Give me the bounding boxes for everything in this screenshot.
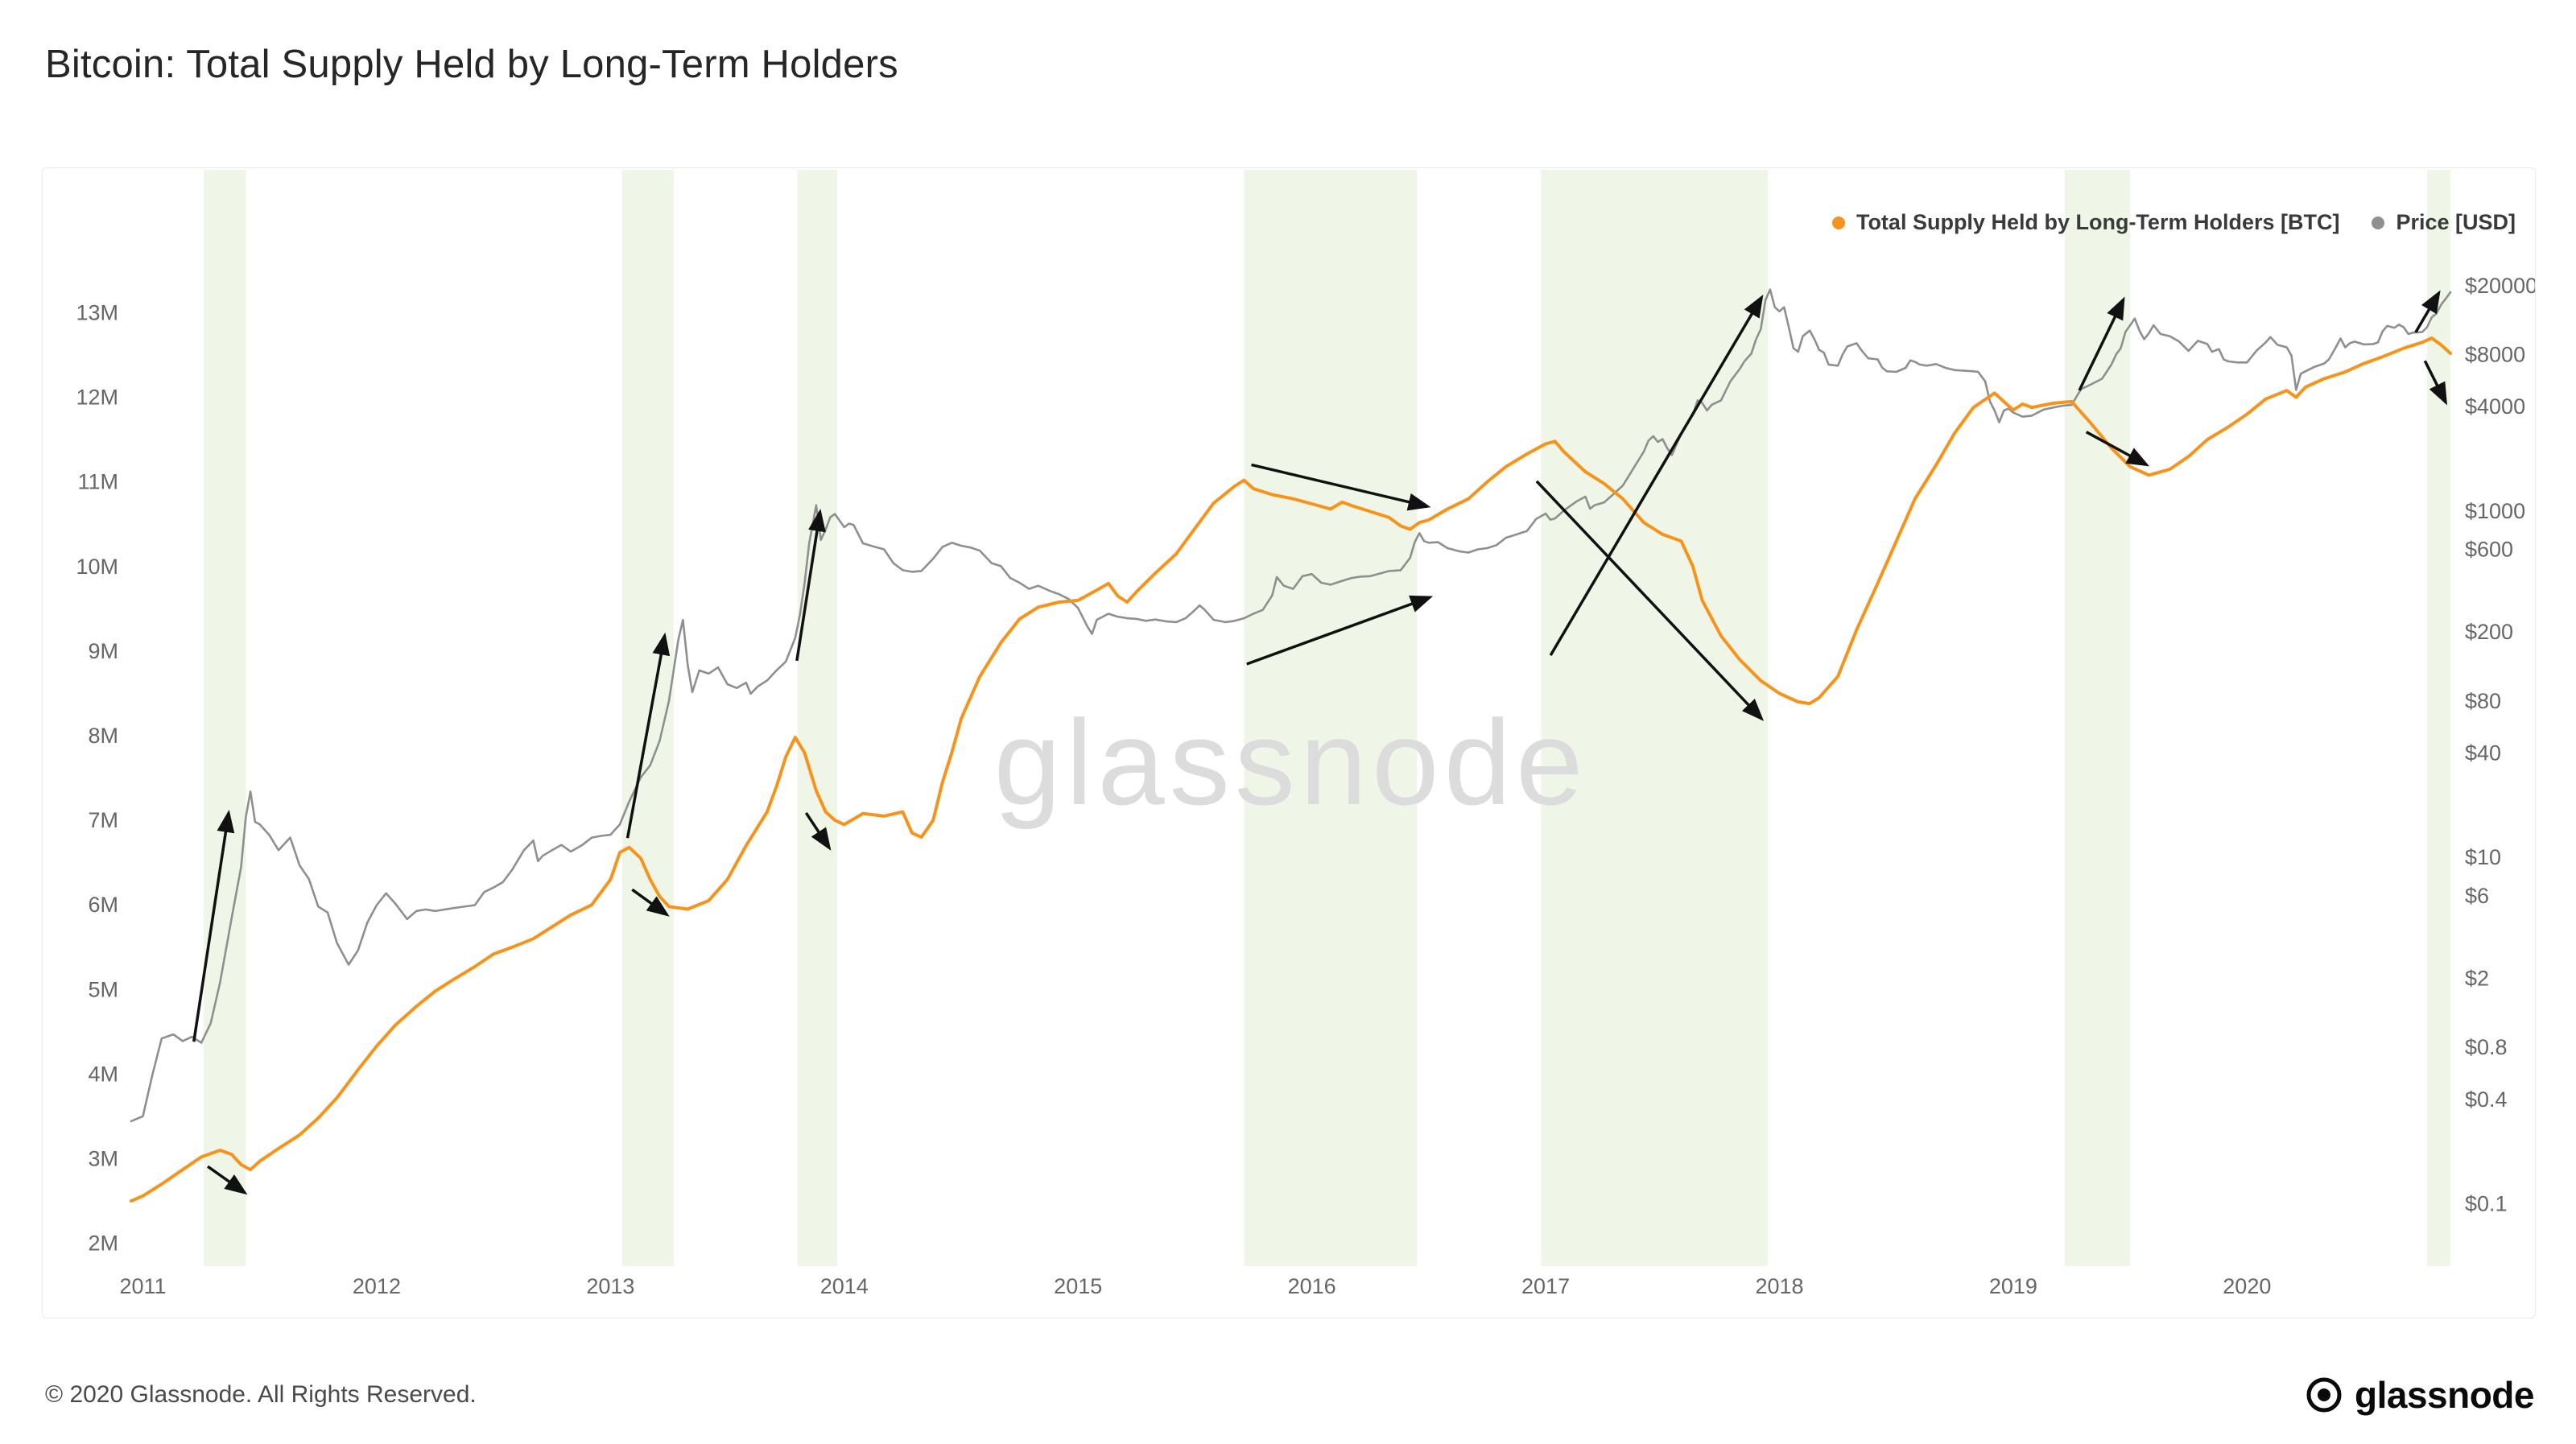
chart-plot[interactable]: glassnode 2M 3M 4M 5M 6M 7M 8M 9M 10M 11M 12M 13M $20… bbox=[43, 168, 2535, 1318]
x-axis-tick-label: 2018 bbox=[1755, 1274, 1803, 1298]
legend-dot-price-icon bbox=[2372, 216, 2385, 229]
x-axis-tick-label: 2016 bbox=[1288, 1274, 1336, 1298]
y-right-tick-label: $6 bbox=[2465, 884, 2489, 908]
page-title: Bitcoin: Total Supply Held by Long-Term … bbox=[45, 43, 898, 86]
copyright-text: © 2020 Glassnode. All Rights Reserved. bbox=[45, 1381, 477, 1408]
x-axis-tick-label: 2017 bbox=[1521, 1274, 1570, 1298]
highlight-band bbox=[204, 170, 246, 1266]
price-line-series bbox=[130, 288, 2452, 1123]
y-right-tick-label: $200 bbox=[2465, 620, 2513, 644]
y-right-tick-label: $0.4 bbox=[2465, 1087, 2508, 1112]
highlight-band bbox=[797, 170, 838, 1266]
x-axis-tick-label: 2019 bbox=[1989, 1274, 2037, 1298]
x-axis-tick-label: 2014 bbox=[820, 1274, 869, 1298]
chart-card: glassnode 2M 3M 4M 5M 6M 7M 8M 9M 10M 11M 12M 13M $20… bbox=[42, 167, 2536, 1318]
brand-wordmark: glassnode bbox=[2354, 1374, 2535, 1416]
chart-legend: Total Supply Held by Long-Term Holders [… bbox=[1831, 210, 2516, 235]
annotation-arrow bbox=[2078, 296, 2125, 391]
annotation-arrow bbox=[804, 811, 832, 851]
supply-line-series bbox=[130, 336, 2452, 1203]
annotation-arrow bbox=[625, 632, 671, 839]
legend-item-price[interactable]: Price [USD] bbox=[2372, 210, 2516, 235]
glassnode-brand[interactable]: glassnode bbox=[2305, 1373, 2535, 1417]
y-left-tick-label: 11M bbox=[77, 470, 118, 494]
x-axis-tick-label: 2012 bbox=[353, 1274, 401, 1298]
y-left-tick-label: 2M bbox=[88, 1232, 118, 1256]
y-right-tick-label: $40 bbox=[2465, 741, 2501, 765]
y-left-tick-label: 5M bbox=[88, 977, 118, 1001]
annotation-arrow bbox=[795, 509, 826, 662]
y-left-tick-label: 3M bbox=[88, 1147, 118, 1171]
annotation-arrow bbox=[2085, 431, 2150, 467]
watermark-text: glassnode bbox=[994, 695, 1588, 830]
annotation-arrow bbox=[1246, 595, 1434, 666]
legend-item-supply[interactable]: Total Supply Held by Long-Term Holders [… bbox=[1831, 210, 2340, 235]
glassnode-logo-icon bbox=[2306, 1377, 2342, 1413]
highlight-band bbox=[2064, 170, 2131, 1266]
highlight-band bbox=[1244, 170, 1418, 1266]
legend-dot-supply-icon bbox=[1831, 216, 1845, 229]
y-right-tick-label: $0.1 bbox=[2465, 1192, 2508, 1216]
y-left-tick-label: 13M bbox=[76, 301, 118, 325]
y-left-tick-label: 6M bbox=[88, 893, 118, 917]
y-left-tick-label: 12M bbox=[76, 386, 118, 410]
x-axis-tick-label: 2015 bbox=[1054, 1274, 1102, 1298]
page-footer: © 2020 Glassnode. All Rights Reserved. g… bbox=[45, 1373, 2535, 1417]
y-right-tick-label: $1000 bbox=[2465, 499, 2525, 523]
y-right-tick-label: $4000 bbox=[2465, 394, 2525, 419]
annotation-arrow bbox=[2423, 360, 2448, 406]
annotation-arrow bbox=[2414, 290, 2441, 333]
y-right-tick-label: $20000 bbox=[2465, 274, 2535, 298]
legend-label-supply: Total Supply Held by Long-Term Holders [… bbox=[1856, 210, 2340, 234]
legend-label-price: Price [USD] bbox=[2396, 210, 2516, 234]
y-right-tick-label: $0.8 bbox=[2465, 1035, 2508, 1059]
y-right-tick-label: $2 bbox=[2465, 967, 2489, 991]
y-left-tick-label: 7M bbox=[88, 808, 118, 832]
y-left-tick-label: 9M bbox=[88, 639, 118, 663]
annotation-arrow bbox=[207, 1165, 248, 1195]
y-right-tick-label: $10 bbox=[2465, 845, 2501, 869]
x-axis-tick-label: 2011 bbox=[119, 1274, 166, 1298]
highlight-band bbox=[2426, 170, 2450, 1266]
y-left-tick-label: 8M bbox=[88, 724, 118, 748]
y-right-tick-label: $600 bbox=[2465, 538, 2513, 562]
y-right-tick-label: $8000 bbox=[2465, 342, 2525, 366]
annotation-arrow bbox=[1251, 463, 1431, 511]
y-right-tick-label: $80 bbox=[2465, 689, 2501, 713]
annotation-arrow bbox=[192, 810, 235, 1042]
y-left-tick-label: 4M bbox=[88, 1062, 118, 1086]
annotation-arrow bbox=[631, 888, 670, 917]
y-left-tick-label: 10M bbox=[76, 555, 118, 579]
x-axis-tick-label: 2020 bbox=[2223, 1274, 2271, 1298]
annotation-arrow bbox=[1549, 294, 1764, 657]
x-axis-tick-label: 2013 bbox=[586, 1274, 634, 1298]
annotation-arrow bbox=[1535, 480, 1765, 721]
